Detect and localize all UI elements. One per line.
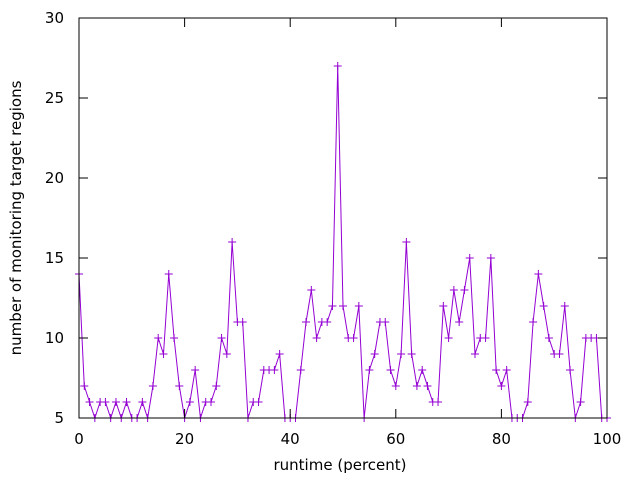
data-point bbox=[539, 302, 548, 310]
data-point bbox=[175, 382, 184, 390]
y-tick-label: 25 bbox=[45, 89, 64, 107]
data-point bbox=[529, 318, 538, 326]
data-point bbox=[523, 398, 532, 406]
data-point bbox=[185, 398, 194, 406]
x-axis-title: runtime (percent) bbox=[274, 456, 407, 474]
y-tick-label: 15 bbox=[45, 249, 64, 267]
plot-frame bbox=[78, 17, 608, 419]
data-point bbox=[349, 334, 358, 342]
data-point bbox=[386, 366, 395, 374]
data-point bbox=[212, 382, 221, 390]
data-point bbox=[576, 398, 585, 406]
data-point bbox=[191, 366, 200, 374]
data-point bbox=[101, 398, 110, 406]
data-point bbox=[434, 398, 443, 406]
ticks-layer: 0 20 40 60 80 100 5 10 15 20 25 30 bbox=[45, 9, 621, 448]
data-point bbox=[544, 334, 553, 342]
data-point bbox=[486, 254, 495, 262]
data-point bbox=[85, 398, 94, 406]
data-point bbox=[560, 302, 569, 310]
data-point bbox=[159, 350, 168, 358]
data-point bbox=[80, 382, 89, 390]
data-point bbox=[439, 302, 448, 310]
x-tick-label: 20 bbox=[175, 430, 194, 448]
data-point bbox=[254, 398, 263, 406]
data-point bbox=[407, 350, 416, 358]
data-point bbox=[497, 382, 506, 390]
x-tick-label: 0 bbox=[74, 430, 84, 448]
x-tick-label: 40 bbox=[281, 430, 300, 448]
y-tick-label: 20 bbox=[45, 169, 64, 187]
data-point bbox=[222, 350, 231, 358]
data-point bbox=[444, 334, 453, 342]
data-point bbox=[481, 334, 490, 342]
data-point bbox=[275, 350, 284, 358]
data-point bbox=[138, 398, 147, 406]
data-point bbox=[465, 254, 474, 262]
y-tick-label: 10 bbox=[45, 329, 64, 347]
data-point bbox=[228, 238, 237, 246]
data-point bbox=[333, 62, 342, 70]
data-point bbox=[471, 350, 479, 358]
data-point bbox=[270, 366, 279, 374]
data-point bbox=[328, 302, 337, 310]
data-point bbox=[566, 366, 575, 374]
data-point bbox=[418, 366, 427, 374]
data-point bbox=[170, 334, 179, 342]
y-axis-title: number of monitoring target regions bbox=[7, 80, 25, 355]
data-point bbox=[365, 366, 374, 374]
data-point bbox=[455, 318, 464, 326]
data-point bbox=[148, 382, 157, 390]
series-line bbox=[78, 65, 607, 420]
y-tick-label: 30 bbox=[45, 9, 64, 27]
data-point bbox=[312, 334, 321, 342]
data-point bbox=[555, 350, 564, 358]
data-point bbox=[381, 318, 390, 326]
data-point bbox=[354, 302, 363, 310]
x-tick-label: 60 bbox=[386, 430, 405, 448]
data-point bbox=[238, 318, 247, 326]
data-point bbox=[323, 318, 332, 326]
data-point bbox=[534, 270, 543, 278]
data-point bbox=[460, 286, 469, 294]
data-point bbox=[370, 350, 379, 358]
data-point bbox=[207, 398, 215, 406]
data-point bbox=[402, 238, 411, 246]
data-point bbox=[154, 334, 163, 342]
plot-area: 0 20 40 60 80 100 5 10 15 20 25 30 bbox=[45, 9, 621, 448]
data-point bbox=[217, 334, 226, 342]
data-point bbox=[296, 366, 305, 374]
data-point bbox=[339, 302, 347, 310]
data-point bbox=[412, 382, 421, 390]
data-point bbox=[122, 398, 131, 406]
data-point bbox=[449, 286, 458, 294]
x-tick-label: 100 bbox=[593, 430, 622, 448]
series-layer bbox=[75, 62, 611, 422]
data-point bbox=[492, 366, 501, 374]
x-tick-label: 80 bbox=[492, 430, 511, 448]
data-point bbox=[307, 286, 316, 294]
y-tick-label: 5 bbox=[54, 409, 64, 427]
data-point bbox=[111, 398, 120, 406]
data-point bbox=[397, 350, 406, 358]
data-point bbox=[423, 382, 432, 390]
data-point bbox=[302, 318, 311, 326]
data-point bbox=[502, 366, 511, 374]
data-point bbox=[391, 382, 400, 390]
data-point bbox=[164, 270, 173, 278]
